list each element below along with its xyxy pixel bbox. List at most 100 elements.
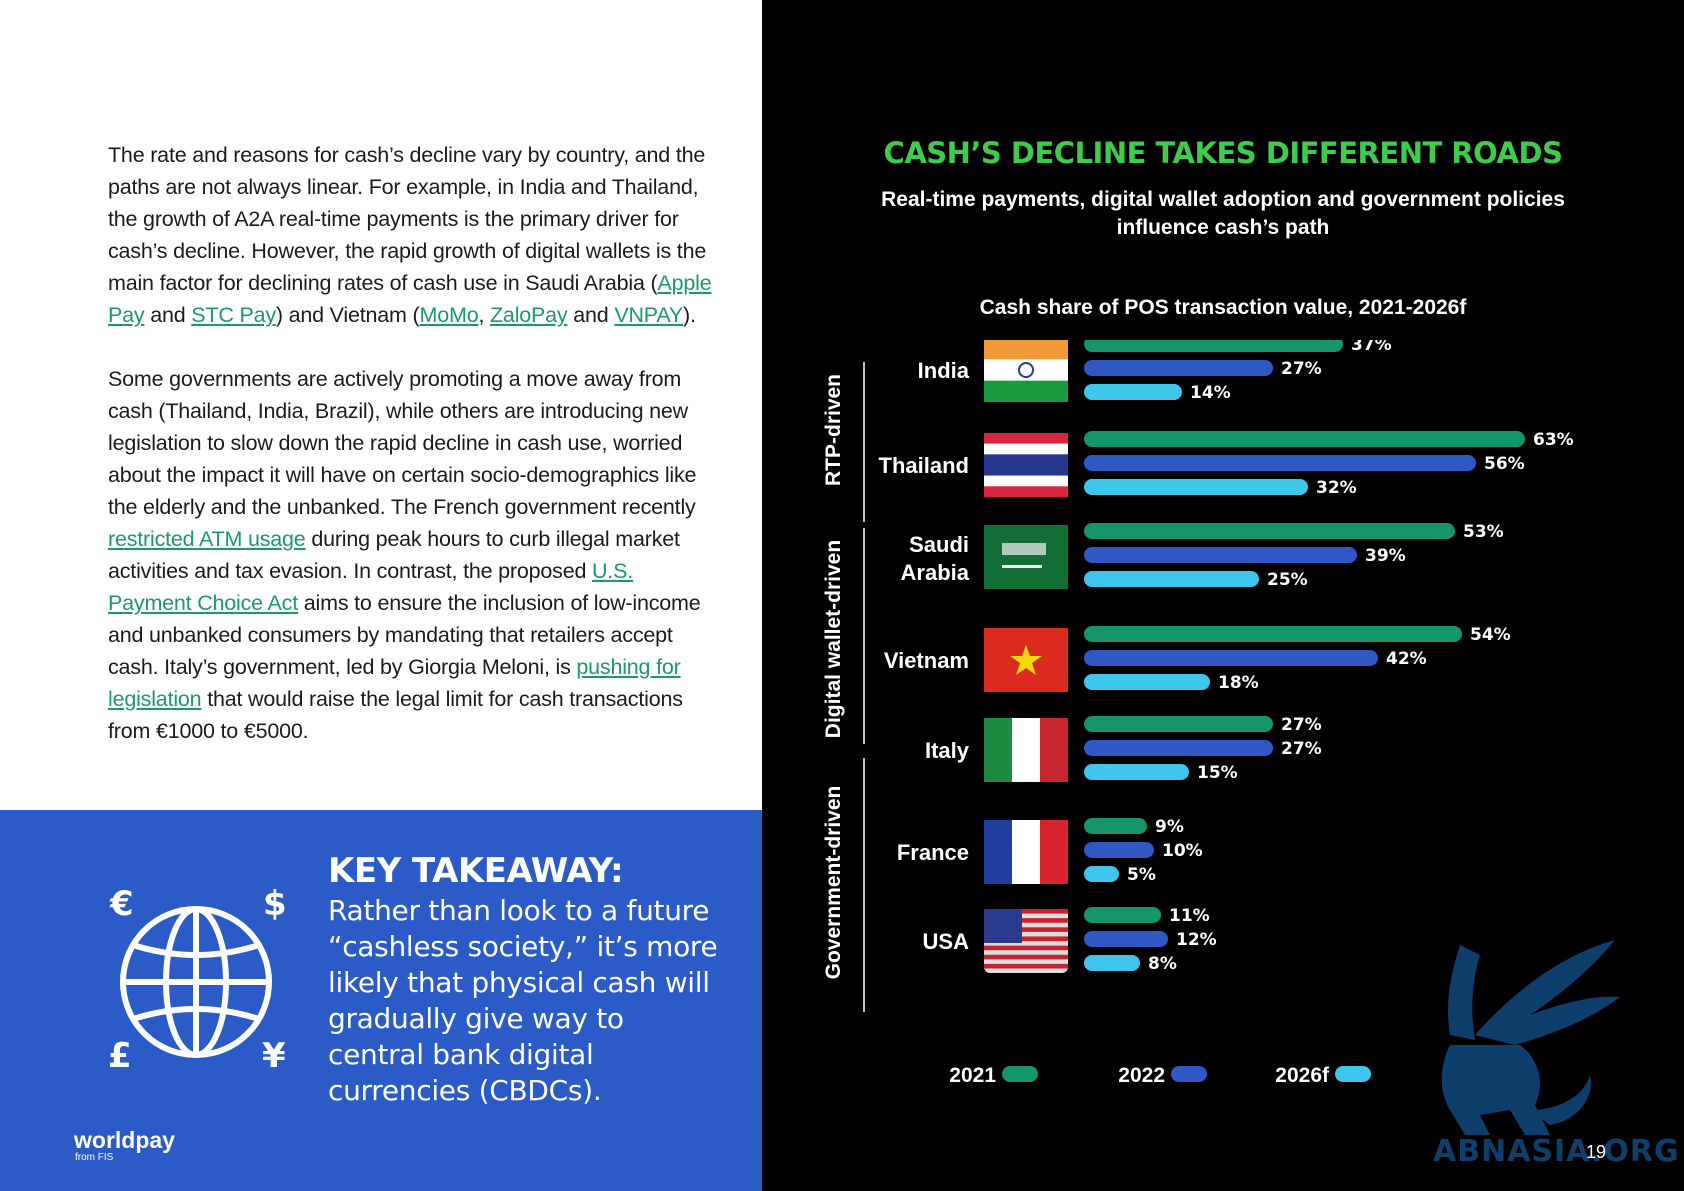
chart-subtitle: Real-time payments, digital wallet adopt…	[881, 188, 1565, 239]
body-paragraph-1: The rate and reasons for cash’s decline …	[108, 139, 712, 331]
text-span: that would raise the legal limit for cas…	[108, 687, 683, 743]
link-vnpay[interactable]: VNPAY	[614, 303, 684, 327]
bar	[1084, 866, 1119, 882]
bar	[1084, 818, 1147, 834]
link-stc-pay[interactable]: STC Pay	[191, 303, 276, 327]
category-label: Vietnam	[884, 648, 969, 673]
group-label: Government-driven	[822, 786, 845, 980]
page-number: 19	[1586, 1142, 1607, 1162]
bar-value-label: 27%	[1281, 715, 1322, 735]
category-label: India	[918, 358, 970, 383]
bar	[1084, 674, 1210, 690]
category-label: Italy	[925, 738, 970, 763]
bar	[1084, 547, 1357, 563]
legend-swatch	[1335, 1066, 1371, 1082]
bar-value-label: 15%	[1197, 763, 1238, 783]
category-label: Saudi Arabia	[901, 532, 970, 585]
bar-value-label: 12%	[1176, 930, 1217, 950]
text-span: aims to ensure the inclusion of low-inco…	[108, 591, 701, 679]
takeaway-text: Rather than look to a future “cashless s…	[328, 894, 718, 1107]
bar	[1084, 740, 1273, 756]
flag-icon	[984, 718, 1068, 782]
text-span: and	[567, 303, 615, 327]
chart-caption: Cash share of POS transaction value, 202…	[979, 296, 1467, 319]
category-label: USA	[923, 929, 970, 954]
bar	[1084, 842, 1154, 858]
text-span: and	[144, 303, 192, 327]
bar-value-label: 8%	[1148, 954, 1177, 974]
bar-value-label: 14%	[1190, 383, 1231, 403]
text-span: during peak hours to curb illegal market…	[108, 527, 680, 583]
brand-name: worldpay	[74, 1127, 175, 1153]
link-momo[interactable]: MoMo	[419, 303, 479, 327]
bar	[1084, 571, 1259, 587]
bar-value-label: 5%	[1127, 865, 1156, 885]
bar-value-label: 27%	[1281, 359, 1322, 379]
bar	[1084, 650, 1378, 666]
flag-icon	[984, 909, 1068, 973]
bar	[1084, 479, 1308, 495]
flag-icon	[984, 340, 1068, 402]
link-us-payment-choice-act[interactable]: U.S. Payment Choice Act	[108, 559, 633, 615]
flag-icon	[984, 433, 1068, 497]
dollar-icon: $	[263, 885, 287, 924]
text-span: ,	[478, 303, 490, 327]
text-span: ) and Vietnam (	[275, 303, 420, 327]
bar-value-label: 18%	[1218, 673, 1259, 693]
bar	[1084, 360, 1273, 376]
link-apple-pay[interactable]: Apple Pay	[108, 271, 712, 327]
yen-icon: ¥	[262, 1036, 286, 1076]
bar-value-label: 11%	[1169, 906, 1210, 926]
bar-value-label: 37%	[1351, 340, 1392, 355]
legend-swatch	[1002, 1066, 1038, 1082]
link-zalopay[interactable]: ZaloPay	[490, 303, 568, 327]
flag-icon	[984, 820, 1068, 884]
link-restricted-atm-usage[interactable]: restricted ATM usage	[108, 527, 306, 551]
link-pushing-for-legislation[interactable]: pushing for legislation	[108, 655, 681, 711]
bar-value-label: 25%	[1267, 570, 1308, 590]
category-label: France	[897, 840, 969, 865]
flag-icon	[984, 525, 1068, 589]
bar	[1084, 431, 1525, 447]
worldpay-logo: worldpay from FIS	[74, 1128, 175, 1163]
pound-icon: £	[108, 1036, 132, 1076]
flag-icon	[984, 628, 1068, 692]
bar	[1084, 716, 1273, 732]
euro-icon: €	[109, 885, 134, 924]
text-span: The rate and reasons for cash’s decline …	[108, 143, 707, 295]
bar-value-label: 63%	[1533, 430, 1574, 450]
group-label: RTP-driven	[822, 374, 845, 486]
legend-swatch	[1171, 1066, 1207, 1082]
bar	[1084, 523, 1455, 539]
watermark-text: ABNASIA.ORG	[1433, 1134, 1680, 1169]
brand-sub: from FIS	[75, 1152, 114, 1163]
bar-value-label: 9%	[1155, 817, 1184, 837]
watermark-griffin-icon	[1441, 940, 1620, 1135]
globe-icon: € $ £ ¥	[108, 885, 287, 1076]
bar	[1084, 955, 1140, 971]
bar	[1084, 455, 1476, 471]
bar-value-label: 32%	[1316, 478, 1357, 498]
bar-value-label: 39%	[1365, 546, 1406, 566]
text-span: ).	[683, 303, 696, 327]
bar	[1084, 340, 1343, 352]
category-label: Thailand	[879, 453, 969, 478]
bar	[1084, 384, 1182, 400]
bar-value-label: 27%	[1281, 739, 1322, 759]
group-label: Digital wallet-driven	[822, 540, 845, 738]
bar-value-label: 10%	[1162, 841, 1203, 861]
legend-label: 2026f	[1275, 1064, 1330, 1087]
bar-chart: RTP-driven Digital wallet-driven Governmen…	[822, 340, 1574, 1087]
bar-value-label: 54%	[1470, 625, 1511, 645]
bar	[1084, 626, 1462, 642]
bar	[1084, 931, 1168, 947]
body-paragraph-2: Some governments are actively promoting …	[108, 363, 712, 747]
legend-label: 2022	[1118, 1064, 1165, 1087]
legend-label: 2021	[949, 1064, 996, 1087]
bar	[1084, 907, 1161, 923]
takeaway-title: KEY TAKEAWAY:	[328, 851, 624, 891]
bar-value-label: 53%	[1463, 522, 1504, 542]
chart-title: CASH’S DECLINE TAKES DIFFERENT ROADS	[883, 136, 1563, 170]
bar-value-label: 56%	[1484, 454, 1525, 474]
bar	[1084, 764, 1189, 780]
